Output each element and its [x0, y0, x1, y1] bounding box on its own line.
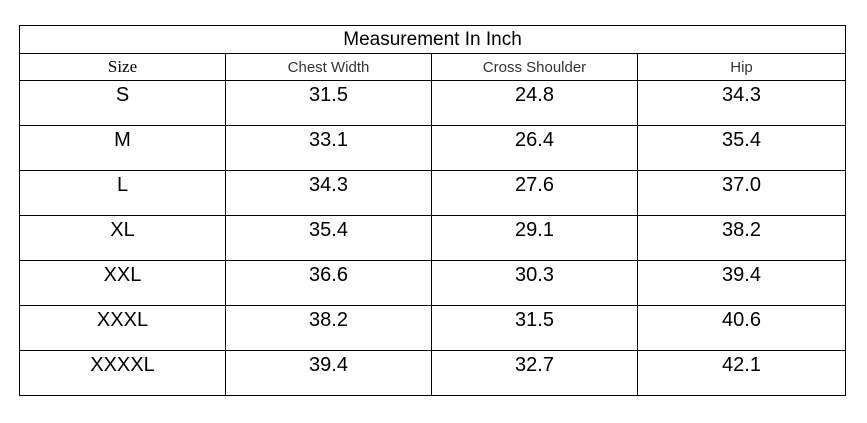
table-title: Measurement In Inch	[18, 25, 847, 54]
table-body: Measurement In Inch Size Chest Width Cross…	[18, 25, 847, 396]
measurement-cell: 36.6	[225, 260, 432, 306]
measurement-cell: 42.1	[636, 350, 847, 396]
measurement-cell: 34.3	[225, 170, 432, 216]
data-row: L 34.3 27.6 37.0	[19, 170, 847, 216]
data-row: XL 35.4 29.1 38.2	[19, 215, 847, 261]
measurement-cell: 29.1	[431, 215, 638, 261]
data-row: XXL 36.6 30.3 39.4	[19, 260, 847, 306]
measurement-cell: 35.4	[636, 125, 847, 171]
column-header: Hip	[636, 53, 847, 81]
measurement-cell: 33.1	[225, 125, 432, 171]
title-row: Measurement In Inch	[18, 25, 847, 54]
measurement-cell: 39.4	[636, 260, 847, 306]
measurement-cell: 40.6	[636, 305, 847, 351]
measurement-cell: 34.3	[636, 80, 847, 126]
measurement-cell: 37.0	[636, 170, 847, 216]
column-header: Size	[19, 53, 226, 81]
measurement-cell: 24.8	[431, 80, 638, 126]
header-row: Size Chest Width Cross Shoulder Hip	[19, 53, 847, 81]
size-cell: XXXXL	[19, 350, 226, 396]
data-row: M 33.1 26.4 35.4	[19, 125, 847, 171]
size-cell: XXL	[19, 260, 226, 306]
measurement-cell: 30.3	[431, 260, 638, 306]
size-cell: S	[19, 80, 226, 126]
measurement-cell: 31.5	[225, 80, 432, 126]
size-cell: L	[19, 170, 226, 216]
measurement-cell: 27.6	[431, 170, 638, 216]
measurement-cell: 32.7	[431, 350, 638, 396]
data-row: XXXL 38.2 31.5 40.6	[19, 305, 847, 351]
size-cell: XXXL	[19, 305, 226, 351]
column-header: Cross Shoulder	[431, 53, 638, 81]
column-header: Chest Width	[225, 53, 432, 81]
measurement-cell: 38.2	[636, 215, 847, 261]
measurement-cell: 26.4	[431, 125, 638, 171]
data-row: S 31.5 24.8 34.3	[19, 80, 847, 126]
size-cell: XL	[19, 215, 226, 261]
size-table: Measurement In Inch Size Chest Width Cross…	[18, 25, 847, 396]
measurement-cell: 38.2	[225, 305, 432, 351]
data-row: XXXXL 39.4 32.7 42.1	[19, 350, 847, 396]
measurement-cell: 39.4	[225, 350, 432, 396]
size-cell: M	[19, 125, 226, 171]
measurement-cell: 35.4	[225, 215, 432, 261]
measurement-cell: 31.5	[431, 305, 638, 351]
